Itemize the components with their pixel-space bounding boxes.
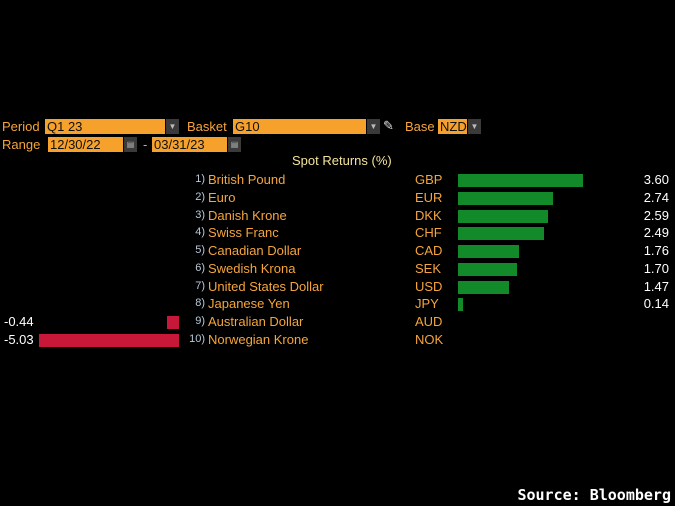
rank-label: 7) [195,279,205,292]
rank-label: 4) [195,226,205,239]
calendar-icon[interactable]: ▤ [228,137,241,152]
value-label: 2.49 [643,225,669,241]
range-start-field[interactable]: 12/30/22 [48,137,123,152]
positive-bar [458,191,554,205]
positive-bar [458,298,463,312]
basket-field[interactable]: G10 [233,119,366,134]
value-label: -0.44 [4,314,34,329]
rank-label: 2) [195,190,205,203]
basket-dropdown-chevron-icon[interactable]: ▼ [367,119,380,134]
currency-code: EUR [415,189,443,205]
rank-label: 8) [195,297,205,310]
currency-code: NOK [415,331,444,347]
rank-label: 3) [195,208,205,221]
value-label: 1.47 [643,278,669,294]
value-label: -5.03 [4,331,34,347]
value-label: 3.60 [643,172,669,187]
source-label: Source: Bloomberg [517,486,671,504]
currency-name: British Pound [208,172,286,187]
positive-bar [458,209,548,223]
negative-bar [39,333,179,347]
currency-name: Euro [208,189,236,205]
range-end-field[interactable]: 03/31/23 [152,137,227,152]
currency-name: Canadian Dollar [208,243,302,258]
base-field[interactable]: NZD [438,119,467,134]
currency-name: Swedish Krona [208,260,296,276]
currency-name: Danish Krone [208,207,287,223]
positive-bar [458,262,518,276]
currency-code: CHF [415,225,442,241]
currency-name: Japanese Yen [208,296,290,312]
positive-bar [458,174,583,187]
base-label: Base [405,119,435,134]
value-label: 1.70 [643,260,669,276]
currency-code: SEK [415,260,442,276]
value-label: 2.59 [643,207,669,223]
currency-code: GBP [415,172,443,187]
value-label: 2.74 [643,189,669,205]
value-label: 0.14 [643,296,669,312]
chart-title: Spot Returns (%) [292,153,392,168]
currency-name: United States Dollar [208,278,324,294]
range-separator: - [143,137,148,152]
period-label: Period [2,119,40,134]
currency-code: AUD [415,314,443,329]
currency-name: Swiss Franc [208,225,279,241]
currency-code: USD [415,278,443,294]
currency-code: CAD [415,243,443,258]
negative-bar [166,316,179,329]
period-dropdown-chevron-icon[interactable]: ▼ [166,119,179,134]
rank-label: 10) [189,332,205,345]
range-label: Range [2,137,41,152]
value-label: 1.76 [643,243,669,258]
positive-bar [458,245,520,258]
currency-code: JPY [415,296,439,312]
currency-code: DKK [415,207,442,223]
rank-label: 6) [195,261,205,274]
period-field[interactable]: Q1 23 [45,119,165,134]
positive-bar [458,227,545,241]
calendar-icon[interactable]: ▤ [124,137,137,152]
pencil-icon[interactable]: ✎ [383,118,394,133]
rank-label: 9) [195,315,205,327]
basket-label: Basket [187,119,227,134]
base-dropdown-chevron-icon[interactable]: ▼ [468,119,481,134]
rank-label: 5) [195,244,205,256]
currency-name: Australian Dollar [208,314,304,329]
rank-label: 1) [195,173,205,185]
currency-name: Norwegian Krone [208,331,309,347]
positive-bar [458,280,510,294]
